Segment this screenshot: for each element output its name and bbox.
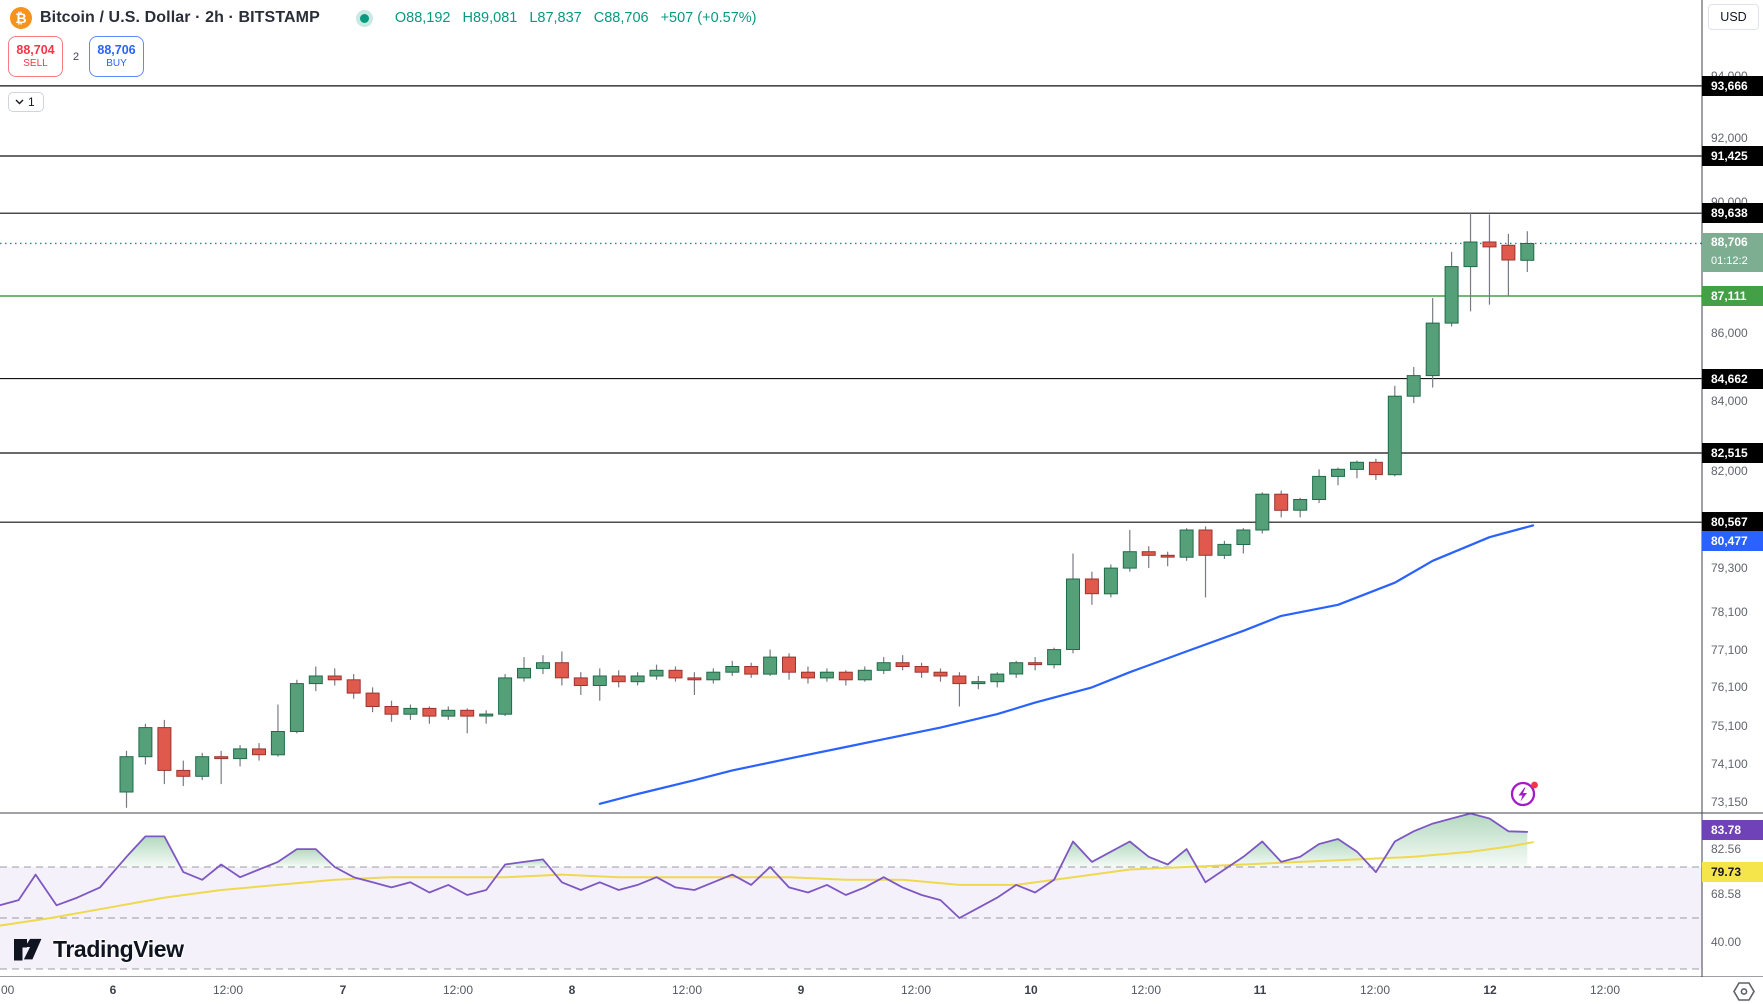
ma-value-badge: 80,477 — [1702, 531, 1763, 551]
price-axis-label: 74,100 — [1711, 757, 1748, 772]
ohlc-change: +507 (+0.57%) — [660, 10, 757, 26]
interval-value: 1 — [28, 95, 35, 109]
time-axis-label: 7 — [339, 983, 347, 997]
symbol-title[interactable]: Bitcoin / U.S. Dollar · 2h · BITSTAMP — [40, 9, 320, 26]
rsi-value-badge: 83.78 — [1702, 820, 1763, 840]
ohlc-open: O88,192 — [394, 10, 451, 26]
time-axis-label: 12:00 — [1589, 983, 1621, 997]
time-axis-label: 12:00 — [900, 983, 932, 997]
price-level-badge: 84,662 — [1702, 368, 1763, 389]
price-level-badge: 80,567 — [1702, 512, 1763, 533]
price-axis-label: 86,000 — [1711, 326, 1748, 341]
tradingview-watermark[interactable]: TradingView — [12, 936, 184, 963]
time-axis[interactable]: :00 6 12:00 7 12:00 8 12:00 9 12:00 10 12:00 11 12:0… — [0, 977, 1763, 1004]
interval-dropdown[interactable]: 1 — [8, 92, 44, 112]
bitcoin-icon: ₿ — [10, 7, 32, 29]
spread-value: 2 — [72, 50, 80, 63]
price-axis[interactable]: 94,00092,00090,00086,00084,00082,00079,3… — [1702, 0, 1763, 977]
ohlc-values: O88,192 H89,081 L87,837 C88,706 +507 (+0… — [395, 10, 757, 26]
sell-button[interactable]: 88,704 SELL — [8, 36, 63, 77]
price-axis-label: 73,150 — [1711, 794, 1748, 809]
time-axis-label: 12:00 — [212, 983, 244, 997]
time-axis-label: 12:00 — [442, 983, 474, 997]
time-axis-label: 12:00 — [1359, 983, 1391, 997]
indicator-axis-label: 40.00 — [1711, 935, 1742, 949]
tradingview-logo-icon — [14, 938, 42, 960]
price-axis-label: 82,000 — [1711, 464, 1748, 479]
currency-toggle-button[interactable]: USD — [1708, 4, 1759, 30]
current-price-badge: 88,706 01:12:2 — [1702, 233, 1763, 273]
time-axis-label: 11 — [1253, 983, 1267, 997]
price-level-badge: 82,515 — [1702, 442, 1763, 463]
price-axis-label: 79,300 — [1711, 561, 1748, 576]
price-axis-label: 77,100 — [1711, 642, 1748, 657]
time-axis-label: :00 — [0, 983, 15, 997]
sell-price: 88,704 — [16, 43, 55, 57]
ohlc-high: H89,081 — [462, 10, 518, 26]
time-axis-label: 6 — [109, 983, 117, 997]
ohlc-close: C88,706 — [593, 10, 649, 26]
green-level-badge: 87,111 — [1702, 286, 1763, 306]
ohlc-low: L87,837 — [529, 10, 582, 26]
time-axis-settings-icon[interactable] — [1732, 981, 1756, 1002]
price-level-badge: 93,666 — [1702, 75, 1763, 96]
flash-pattern-icon[interactable] — [1509, 778, 1541, 810]
sell-label: SELL — [23, 58, 48, 69]
indicator-axis-label: 68.58 — [1711, 887, 1742, 901]
time-axis-label: 9 — [797, 983, 805, 997]
price-axis-label: 78,100 — [1711, 605, 1748, 620]
trade-widget: 88,704 SELL 2 88,706 BUY — [8, 36, 144, 77]
candle-countdown: 01:12:2 — [1711, 255, 1748, 268]
indicator-axis-label: 82.56 — [1711, 842, 1742, 856]
time-axis-label: 8 — [568, 983, 576, 997]
chart-header: ₿ Bitcoin / U.S. Dollar · 2h · BITSTAMP … — [10, 7, 757, 29]
price-level-badge: 91,425 — [1702, 146, 1763, 167]
buy-button[interactable]: 88,706 BUY — [89, 36, 144, 77]
market-status-icon[interactable] — [355, 9, 373, 27]
time-axis-label: 12:00 — [671, 983, 703, 997]
price-axis-label: 84,000 — [1711, 394, 1748, 409]
rsi-ma-value-badge: 79.73 — [1702, 862, 1763, 882]
buy-price: 88,706 — [97, 43, 136, 57]
price-axis-label: 75,100 — [1711, 718, 1748, 733]
tradingview-watermark-label: TradingView — [53, 936, 184, 962]
price-level-badge: 89,638 — [1702, 203, 1763, 224]
buy-label: BUY — [106, 58, 127, 69]
price-axis-label: 92,000 — [1711, 130, 1748, 145]
time-axis-label: 10 — [1024, 983, 1038, 997]
chevron-down-icon — [15, 99, 24, 105]
time-axis-label: 12 — [1483, 983, 1497, 997]
price-axis-label: 76,100 — [1711, 680, 1748, 695]
time-axis-label: 12:00 — [1130, 983, 1162, 997]
